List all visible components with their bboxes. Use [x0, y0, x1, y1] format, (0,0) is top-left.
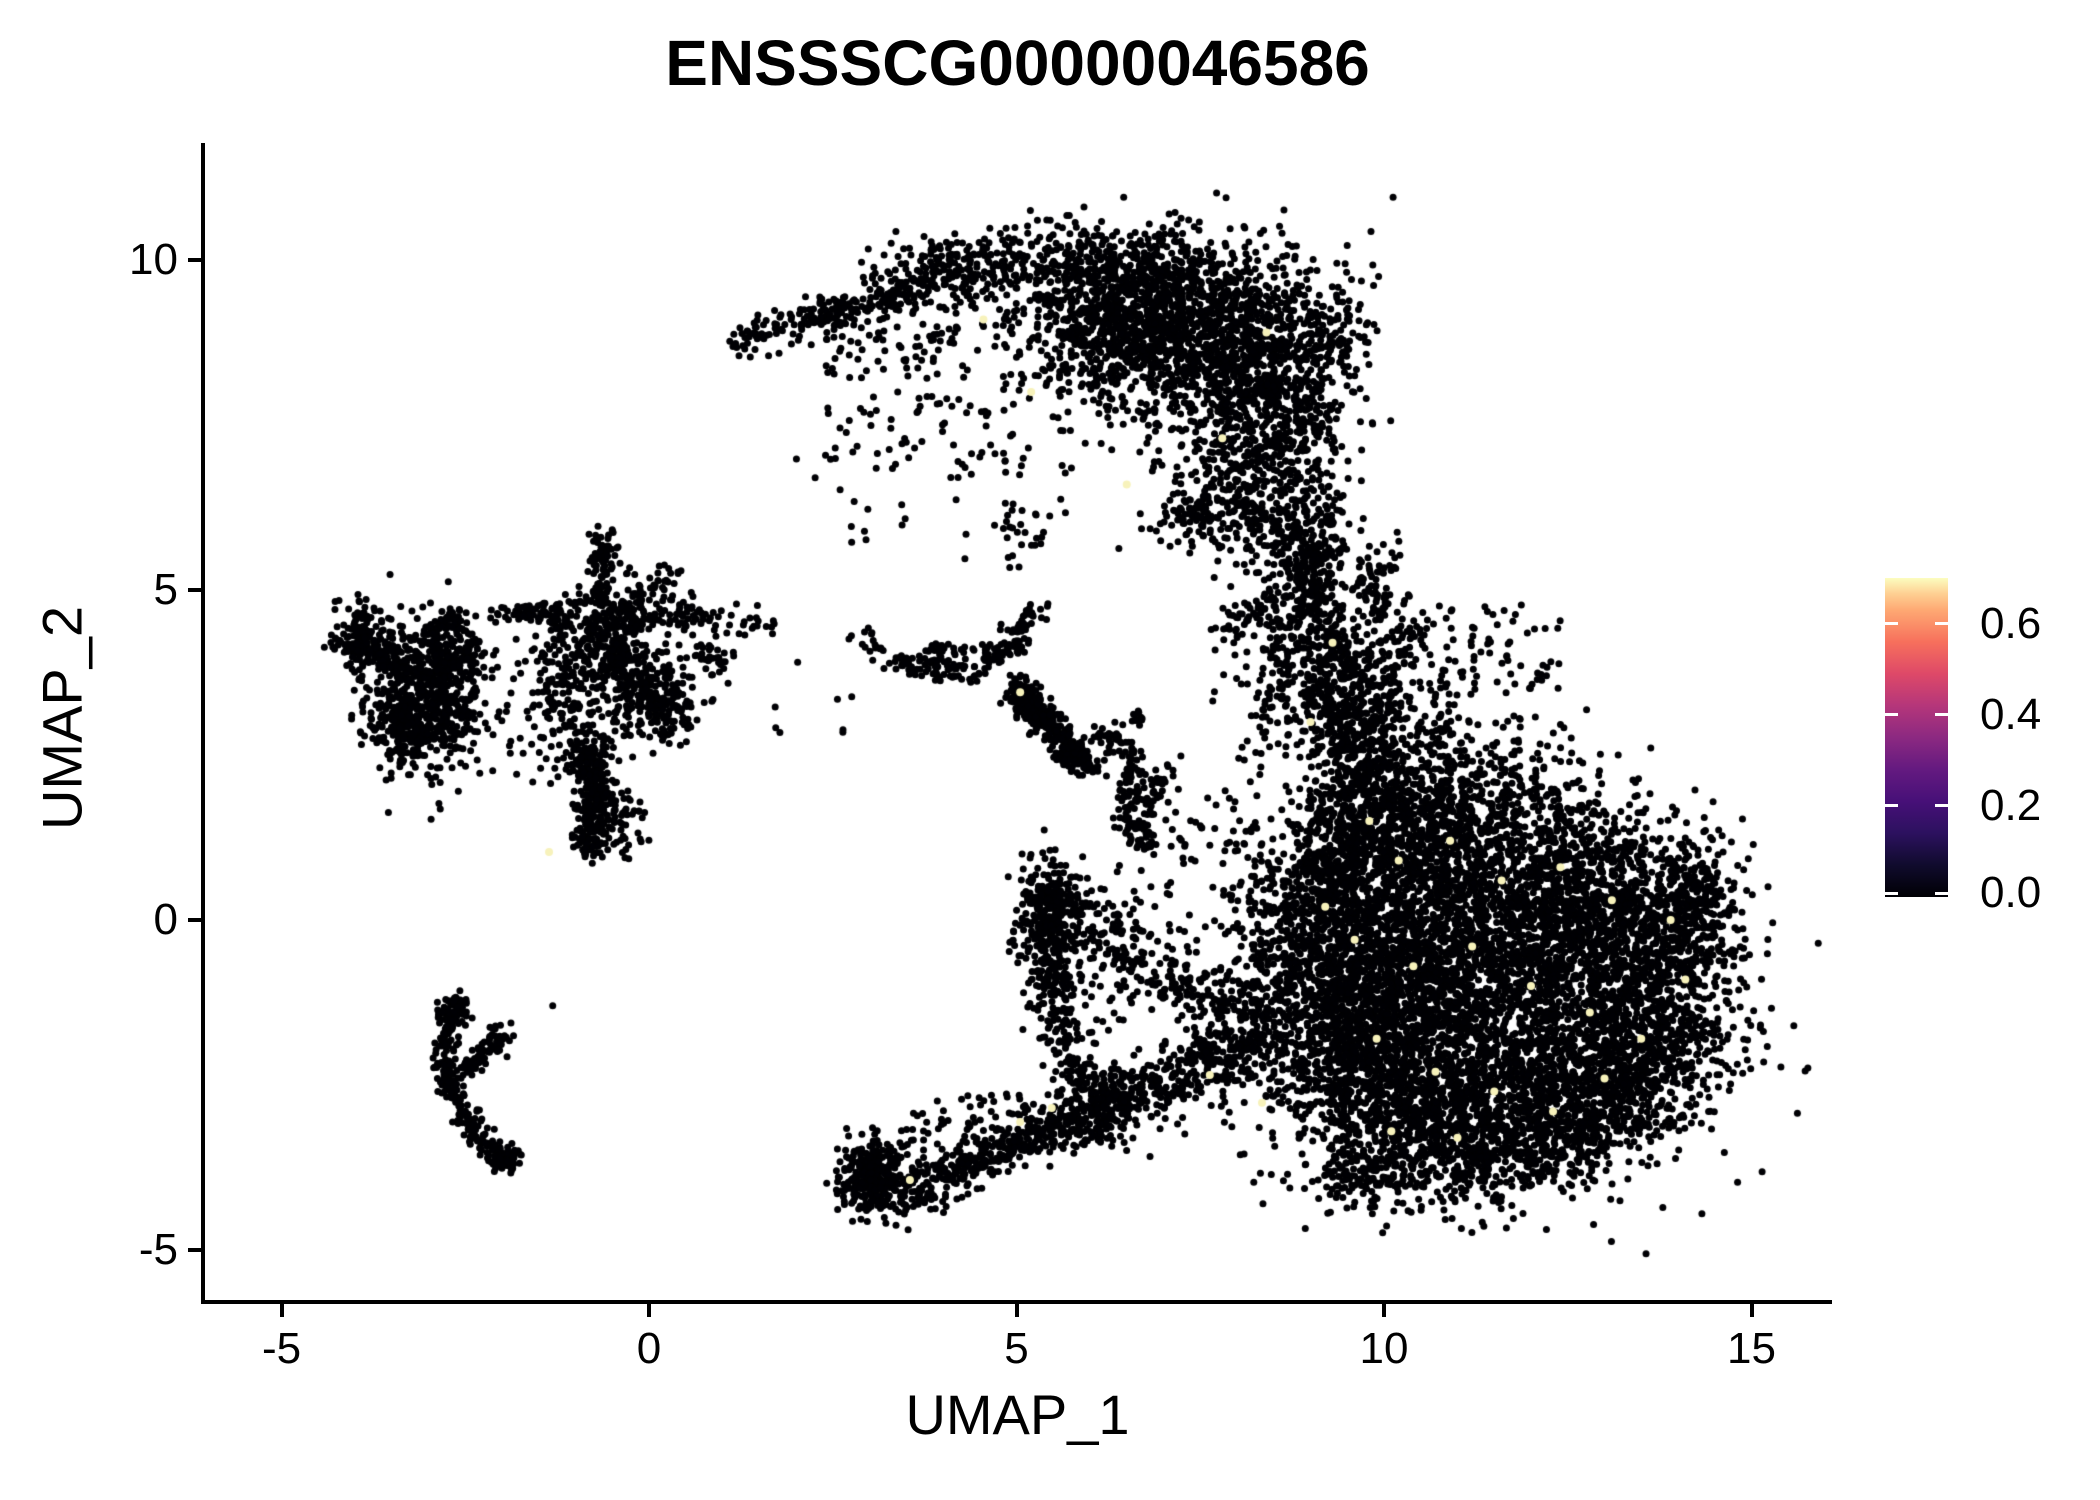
colorbar-tick-mark — [1935, 891, 1948, 895]
x-tick-mark — [1014, 1304, 1019, 1317]
x-tick-label: 0 — [636, 1324, 662, 1373]
x-tick-label: 15 — [1727, 1324, 1776, 1373]
y-axis-line — [201, 143, 205, 1304]
colorbar-tick-label: 0.2 — [1980, 780, 2042, 830]
x-axis-line — [201, 1300, 1832, 1304]
colorbar-tick-mark — [1935, 622, 1948, 626]
y-tick-label: -5 — [138, 1225, 178, 1274]
x-tick-mark — [1382, 1304, 1386, 1317]
x-tick-label: 10 — [1359, 1324, 1409, 1373]
y-tick-mark — [188, 588, 201, 592]
x-axis-title: UMAP_1 — [905, 1383, 1130, 1446]
colorbar-gradient — [1885, 578, 1948, 897]
y-tick-label: 0 — [153, 895, 178, 944]
x-tick-mark — [647, 1304, 651, 1317]
colorbar-tick-label: 0.6 — [1980, 598, 2042, 648]
x-tick-mark — [1749, 1304, 1754, 1317]
y-tick-label: 5 — [153, 565, 178, 614]
x-tick-mark — [279, 1304, 284, 1317]
colorbar-tick-label: 0.0 — [1980, 868, 2042, 917]
colorbar-tick-mark — [1935, 713, 1948, 717]
y-tick-label: 10 — [129, 235, 178, 284]
colorbar-tick-label: 0.4 — [1980, 689, 2042, 739]
y-tick-mark — [188, 918, 201, 922]
y-tick-mark — [188, 258, 201, 262]
x-tick-label: 5 — [1004, 1324, 1029, 1373]
y-axis-title: UMAP_2 — [30, 605, 94, 831]
colorbar-tick-mark — [1885, 891, 1898, 895]
colorbar-tick-mark — [1885, 713, 1898, 717]
colorbar-tick-mark — [1935, 804, 1948, 808]
y-tick-mark — [188, 1248, 201, 1252]
colorbar-tick-mark — [1885, 622, 1898, 626]
x-tick-label: -5 — [261, 1324, 302, 1373]
colorbar-tick-mark — [1885, 804, 1898, 808]
